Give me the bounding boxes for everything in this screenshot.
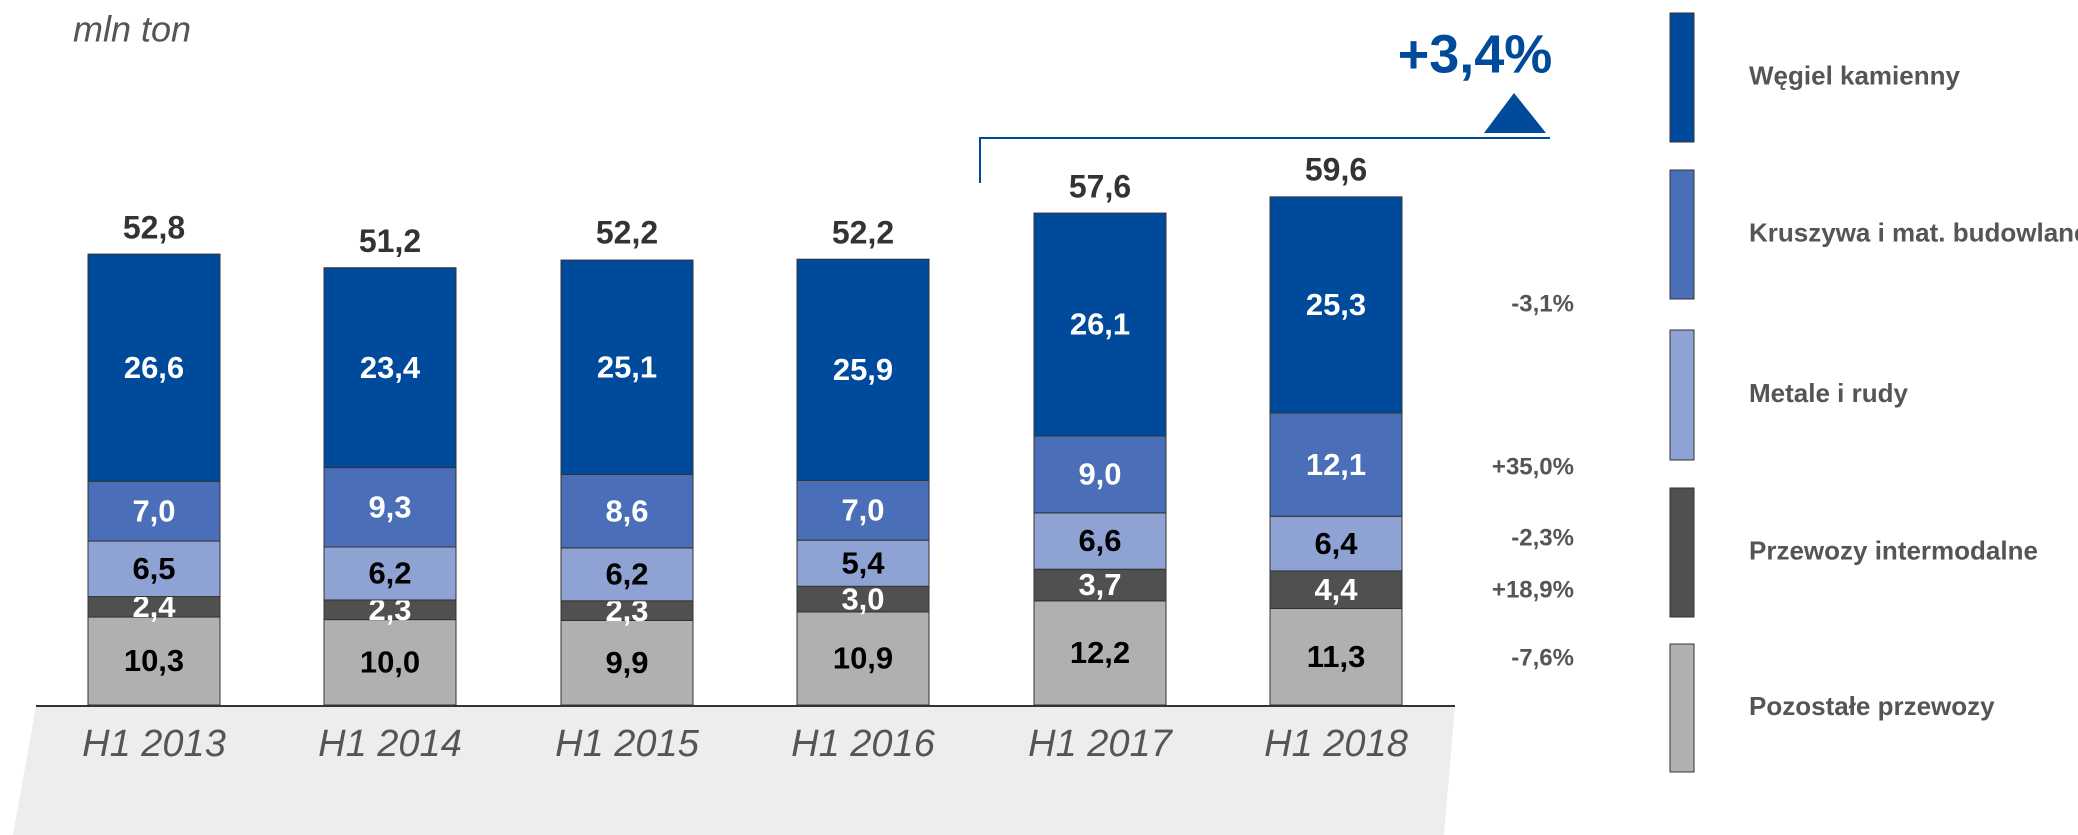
change-label: -7,6% [1511, 644, 1574, 671]
legend-swatch [1669, 329, 1695, 461]
unit-label: mln ton [73, 9, 191, 50]
bar-segment [87, 540, 221, 598]
segment-label: 7,0 [841, 492, 884, 527]
segment-label: 9,3 [368, 489, 411, 524]
bar-segment [1033, 568, 1167, 602]
segment-label: 3,7 [1078, 567, 1121, 602]
segment-label: 5,4 [841, 545, 885, 580]
total-label: 52,8 [123, 210, 185, 246]
segment-label: 6,5 [132, 551, 175, 586]
bar-segment [1033, 435, 1167, 514]
segment-label: 8,6 [605, 493, 648, 528]
x-tick-label: H1 2018 [1264, 723, 1408, 765]
total-label: 52,2 [832, 215, 894, 251]
bar-segment [560, 259, 694, 475]
bar-segment [1033, 212, 1167, 437]
bar-segment [1269, 196, 1403, 414]
bar-segment [323, 619, 457, 706]
segment-label: 12,1 [1306, 447, 1366, 482]
segment-label: 6,2 [605, 557, 648, 592]
legend-label: Węgiel kamienny [1749, 60, 1960, 90]
bar-segment [560, 619, 694, 706]
change-label: +35,0% [1492, 453, 1574, 480]
segment-label: 6,6 [1078, 523, 1121, 558]
x-tick-label: H1 2014 [318, 723, 462, 765]
bar-segment [1269, 515, 1403, 572]
segment-label: 10,0 [360, 644, 420, 679]
legend-swatch [1669, 169, 1695, 300]
legend-swatch [1669, 643, 1695, 773]
bar-segment [1033, 512, 1167, 570]
legend-swatch [1669, 487, 1695, 618]
bar-segment [1269, 607, 1403, 706]
total-label: 52,2 [596, 215, 658, 251]
segment-label: 10,3 [124, 643, 184, 678]
bar-segment [560, 473, 694, 549]
bar-segment [796, 539, 930, 587]
segment-label: 25,1 [597, 349, 657, 384]
change-label: -2,3% [1511, 524, 1574, 551]
bar-segment [87, 253, 221, 482]
bar-segment [87, 616, 221, 706]
legend-swatch [1669, 12, 1695, 143]
bar-segment [323, 546, 457, 601]
total-label: 57,6 [1069, 169, 1131, 205]
legend-label: Pozostałe przewozy [1749, 691, 1995, 721]
segment-label: 9,0 [1078, 457, 1121, 492]
x-tick-label: H1 2013 [82, 723, 226, 765]
bar-segment [87, 480, 221, 542]
total-label: 59,6 [1305, 151, 1367, 187]
up-arrow [1484, 93, 1546, 133]
bar-segment [323, 467, 457, 548]
segment-label: 23,4 [360, 350, 421, 385]
x-tick-label: H1 2017 [1028, 723, 1174, 765]
segment-label: 10,9 [833, 641, 893, 676]
bar-segment [1033, 600, 1167, 706]
legend-label: Przewozy intermodalne [1749, 535, 2038, 565]
x-tick-label: H1 2015 [555, 723, 700, 765]
bar-segment [1269, 412, 1403, 517]
segment-label: 7,0 [132, 493, 175, 528]
segment-label: 9,9 [605, 645, 648, 680]
bar-segment [323, 267, 457, 469]
total-label: 51,2 [359, 223, 421, 259]
segment-label: 3,0 [841, 581, 884, 616]
bracket [979, 137, 1550, 183]
segment-label: 26,6 [124, 350, 184, 385]
bar-segment [1269, 570, 1403, 609]
legend-label: Metale i rudy [1749, 378, 1908, 408]
growth-annotation: +3,4% [1398, 24, 1553, 84]
segment-label: 6,2 [368, 556, 411, 591]
change-label: -3,1% [1511, 290, 1574, 317]
segment-label: 4,4 [1314, 572, 1358, 607]
bar-segment [796, 258, 930, 481]
segment-label: 26,1 [1070, 307, 1130, 342]
segment-label: 25,9 [833, 352, 893, 387]
segment-label: 12,2 [1070, 635, 1130, 670]
axis-band [13, 706, 1455, 835]
segment-label: 6,4 [1314, 526, 1358, 561]
bar-segment [796, 611, 930, 706]
bar-segment [796, 479, 930, 541]
segment-label: 25,3 [1306, 287, 1366, 322]
bar-segment [560, 547, 694, 602]
legend-label: Kruszywa i mat. budowlane [1749, 217, 2078, 247]
change-label: +18,9% [1492, 576, 1574, 603]
x-tick-label: H1 2016 [791, 723, 936, 765]
segment-label: 11,3 [1307, 639, 1366, 674]
